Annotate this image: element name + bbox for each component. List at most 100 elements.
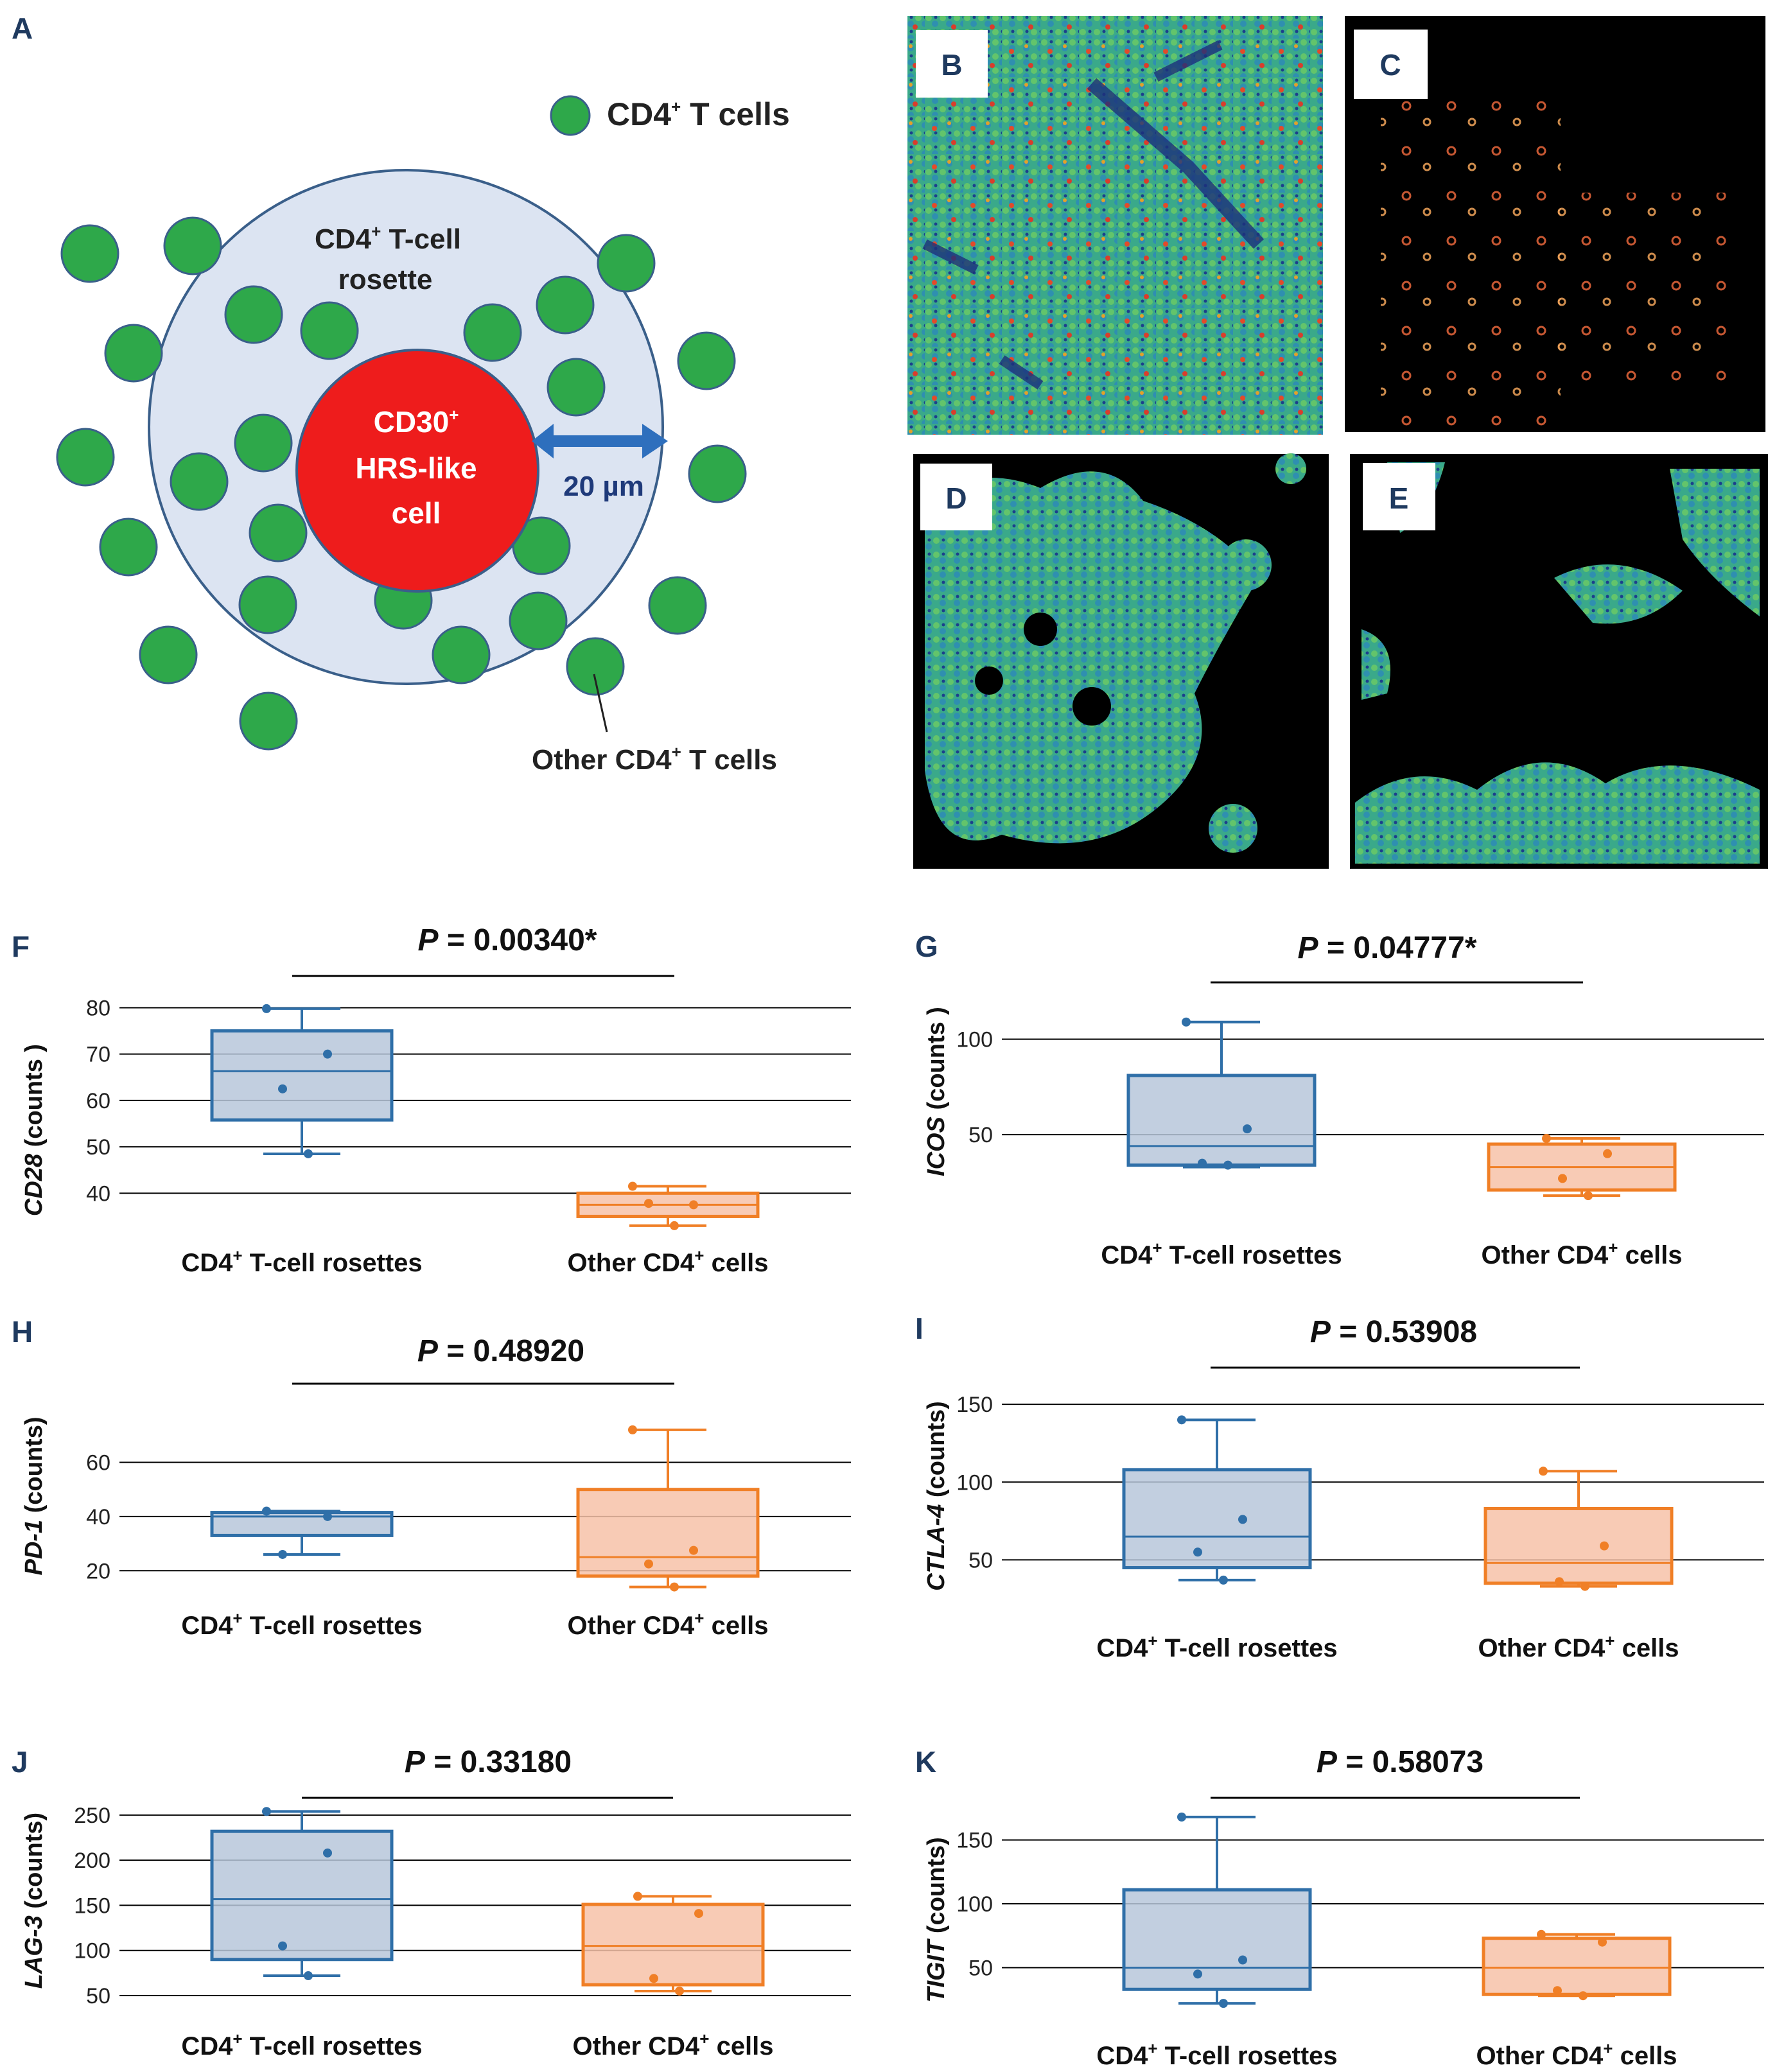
box-rosettes <box>210 1807 394 1981</box>
data-point <box>1219 1999 1228 2008</box>
x-category-label: Other CD4+ cells <box>1476 2039 1677 2070</box>
other-cells-label: Other CD4+ T cells <box>532 742 777 776</box>
data-point <box>1193 1547 1202 1557</box>
y-axis-label: CD28 (counts ) <box>21 1044 48 1216</box>
data-point <box>1579 1991 1588 2001</box>
data-point <box>644 1559 653 1569</box>
rosette-diagram: CD4+ T cells CD4+ T-cell rosette CD30+ H… <box>56 95 790 776</box>
image-panel-E: E <box>1350 454 1768 869</box>
data-point <box>670 1582 679 1592</box>
data-point <box>689 1200 698 1210</box>
data-point <box>1584 1191 1593 1201</box>
y-tick-label: 150 <box>956 1829 993 1853</box>
x-category-label: Other CD4+ cells <box>567 1608 768 1640</box>
data-point <box>1177 1812 1186 1822</box>
legend-label: CD4+ T cells <box>607 96 790 132</box>
panel-letter-C: C <box>1379 48 1401 82</box>
y-axis-label: TIGIT (counts) <box>923 1837 950 2003</box>
x-category-label: CD4+ T-cell rosettes <box>1101 1238 1342 1269</box>
y-tick-label: 20 <box>86 1559 110 1583</box>
data-point <box>1238 1955 1247 1965</box>
y-tick-label: 50 <box>86 1135 110 1160</box>
iqr-box <box>581 1902 765 1987</box>
x-category-label: Other CD4+ cells <box>1478 1631 1679 1662</box>
t-cell-dot <box>104 324 163 383</box>
box-other-cells <box>581 1892 765 1996</box>
data-point <box>1243 1124 1252 1134</box>
x-category-label: CD4+ T-cell rosettes <box>1096 1631 1337 1662</box>
data-point <box>1198 1158 1207 1168</box>
y-tick-label: 60 <box>86 1089 110 1113</box>
t-cell-dot <box>648 576 707 635</box>
t-cell-dot <box>56 428 115 487</box>
t-cell-dot <box>536 275 595 335</box>
box-plot-F: F 40 50 60 70 80 CD28 (counts ) P = 0.00340* CD4… <box>12 923 851 1277</box>
panel-letter-G: G <box>915 930 938 963</box>
image-panel-D: D <box>913 453 1329 869</box>
y-tick-label: 100 <box>956 1470 993 1495</box>
t-cell-dot <box>249 503 308 562</box>
data-point <box>694 1909 703 1919</box>
data-point <box>323 1848 332 1858</box>
box-plot-J: J 50 100 150 200 250 LAG-3 (counts) P = 0.33180… <box>12 1745 851 2060</box>
x-category-label: Other CD4+ cells <box>572 2029 773 2060</box>
y-axis-label: CTLA-4 (counts) <box>923 1401 950 1591</box>
box-plot-H: H 20 40 60 PD-1 (counts) P = 0.48920 CD4+ T-ce… <box>12 1315 851 1640</box>
panel-letter-K: K <box>915 1745 936 1779</box>
p-value-label: P = 0.00340* <box>418 923 597 957</box>
image-panel-B: B <box>907 16 1323 435</box>
iqr-box <box>1122 1888 1312 1991</box>
hrs-label-line1: CD30+ <box>374 405 459 439</box>
x-category-label: Other CD4+ cells <box>1481 1238 1682 1269</box>
box-plot-panels: F 40 50 60 70 80 CD28 (counts ) P = 0.00340* CD4… <box>12 923 1764 2070</box>
data-point <box>1553 1986 1562 1996</box>
data-point <box>1542 1134 1551 1144</box>
image-panels: B C D <box>907 16 1768 869</box>
data-point <box>262 1807 271 1816</box>
t-cell-dot <box>239 692 298 751</box>
image-panel-C: C <box>1345 16 1765 432</box>
data-point <box>1580 1581 1589 1591</box>
data-point <box>670 1221 679 1230</box>
iqr-box <box>210 1029 394 1122</box>
data-point <box>1603 1149 1612 1158</box>
y-tick-label: 250 <box>74 1804 110 1828</box>
p-value-label: P = 0.33180 <box>405 1745 572 1779</box>
x-category-label: CD4+ T-cell rosettes <box>181 1608 422 1640</box>
data-point <box>1238 1515 1247 1524</box>
data-point <box>1193 1969 1202 1979</box>
other-cells-pointer <box>593 674 608 733</box>
t-cell-dot <box>238 575 297 634</box>
box-rosettes <box>210 1004 394 1158</box>
y-tick-label: 100 <box>956 1027 993 1052</box>
t-cell-dot <box>139 625 198 684</box>
box-rosettes <box>210 1506 394 1559</box>
box-other-cells <box>1484 1467 1674 1591</box>
data-point <box>628 1181 637 1191</box>
box-other-cells <box>1482 1929 1672 2001</box>
y-tick-label: 40 <box>86 1505 110 1529</box>
x-category-label: Other CD4+ cells <box>567 1246 768 1277</box>
t-cell-dot <box>99 518 158 577</box>
box-other-cells <box>1487 1134 1677 1201</box>
iqr-box <box>1122 1468 1312 1570</box>
iqr-box <box>1126 1074 1317 1167</box>
distance-label: 20 µm <box>563 471 644 502</box>
x-category-label: CD4+ T-cell rosettes <box>181 1246 422 1277</box>
data-point <box>1177 1415 1186 1425</box>
x-category-label: CD4+ T-cell rosettes <box>1096 2039 1337 2070</box>
y-axis-label: LAG-3 (counts) <box>21 1813 48 1989</box>
data-point <box>649 1974 658 1983</box>
y-tick-label: 150 <box>74 1894 110 1918</box>
legend-tcell-dot <box>550 95 591 136</box>
p-value-label: P = 0.04777* <box>1298 931 1477 965</box>
p-value-label: P = 0.58073 <box>1317 1745 1484 1779</box>
data-point <box>304 1971 313 1981</box>
data-point <box>323 1511 332 1521</box>
rosette-label-line2: rosette <box>338 264 433 295</box>
data-point <box>644 1199 653 1208</box>
hrs-label-line2: HRS-like <box>355 451 477 485</box>
panel-letter-I: I <box>915 1312 924 1345</box>
